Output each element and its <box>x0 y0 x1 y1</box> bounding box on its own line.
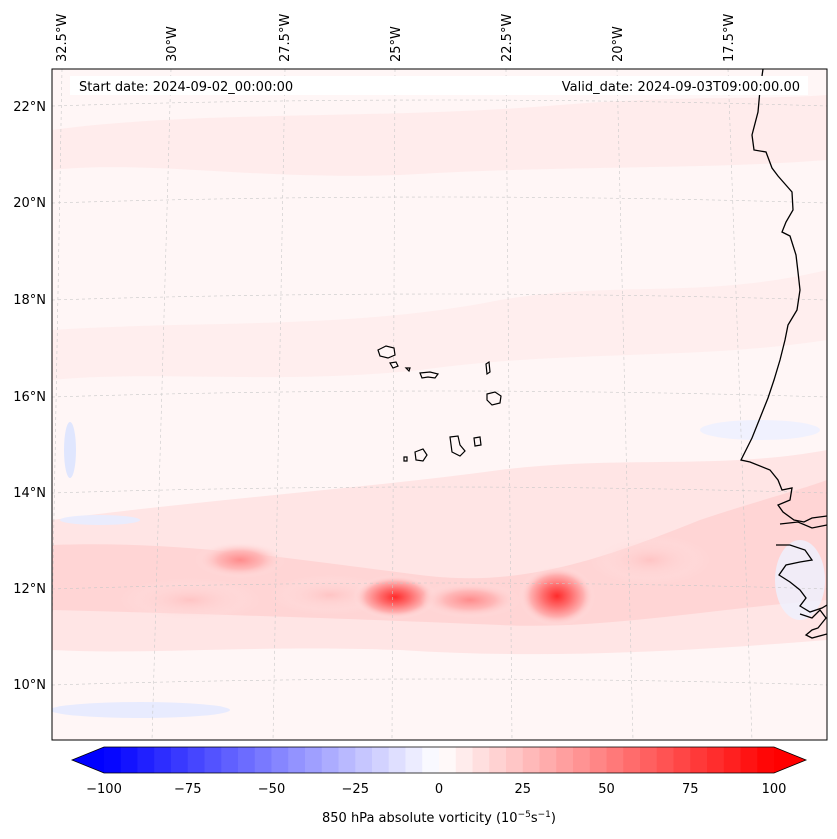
colorbar-cell <box>472 747 490 773</box>
colorbar-cell <box>589 747 608 773</box>
colorbar-ticks: −100 −75 −50 −25 0 25 50 75 100 <box>86 782 786 797</box>
start-date: Start date: 2024-09-02_00:00:00 <box>79 80 293 95</box>
colorbar-cell <box>522 747 541 773</box>
colorbar-cell <box>305 747 323 773</box>
lon-label: 25°W <box>389 26 404 62</box>
colorbar-label: 850 hPa absolute vorticity (10−5s−1) <box>322 810 556 826</box>
colorbar-cells <box>104 747 775 773</box>
colorbar-cell <box>539 747 557 773</box>
colorbar-tick-label: 75 <box>682 782 699 797</box>
colorbar-cell <box>489 747 507 773</box>
colorbar-tick-label: −50 <box>258 782 285 797</box>
colorbar-cell <box>321 747 340 773</box>
colorbar-cell <box>187 747 206 773</box>
colorbar-cell <box>656 747 675 773</box>
colorbar-cell <box>606 747 624 773</box>
lat-label: 18°N <box>13 293 46 308</box>
lat-label: 16°N <box>13 390 46 405</box>
colorbar-max-extend <box>774 747 806 773</box>
lon-label: 27.5°W <box>278 14 293 62</box>
colorbar-cell <box>355 747 373 773</box>
colorbar-cell <box>388 747 407 773</box>
colorbar-min-extend <box>72 747 104 773</box>
colorbar-tick-label: −75 <box>174 782 201 797</box>
gridlines <box>52 69 827 740</box>
colorbar-cell <box>405 747 423 773</box>
colorbar-cell <box>271 747 289 773</box>
lat-label: 20°N <box>13 196 46 211</box>
colorbar-cell <box>740 747 758 773</box>
lat-label: 22°N <box>13 100 46 115</box>
colorbar-cell <box>707 747 725 773</box>
colorbar-cell <box>137 747 155 773</box>
colorbar-cell <box>238 747 256 773</box>
lat-label: 12°N <box>13 582 46 597</box>
colorbar-cell <box>640 747 658 773</box>
colorbar-cell <box>254 747 273 773</box>
colorbar-tick-label: 0 <box>435 782 443 797</box>
lat-label: 10°N <box>13 678 46 693</box>
lat-label: 14°N <box>13 486 46 501</box>
colorbar-tick-label: 100 <box>762 782 787 797</box>
colorbar-cell <box>104 747 122 773</box>
colorbar-cell <box>757 747 775 773</box>
colorbar-cell <box>372 747 390 773</box>
colorbar-cell <box>171 747 189 773</box>
lon-label: 17.5°W <box>722 14 737 62</box>
colorbar-cell <box>690 747 708 773</box>
colorbar-cell <box>288 747 306 773</box>
colorbar-tick-label: 25 <box>514 782 531 797</box>
colorbar-cell <box>154 747 172 773</box>
colorbar-tick-label: 50 <box>598 782 615 797</box>
colorbar: −100 −75 −50 −25 0 25 50 75 100 850 hPa … <box>70 746 808 826</box>
map-frame <box>51 68 828 741</box>
colorbar-cell <box>338 747 356 773</box>
lon-label: 22.5°W <box>500 14 515 62</box>
colorbar-cell <box>623 747 641 773</box>
colorbar-cell <box>556 747 574 773</box>
colorbar-cell <box>573 747 591 773</box>
vorticity-field <box>52 69 827 740</box>
lon-label: 30°W <box>165 26 180 62</box>
colorbar-tick-label: −100 <box>86 782 122 797</box>
colorbar-cell <box>673 747 691 773</box>
valid-date: Valid_date: 2024-09-03T09:00:00.00 <box>562 80 800 95</box>
info-banner <box>70 76 808 95</box>
coastline <box>740 69 827 639</box>
colorbar-cell <box>506 747 524 773</box>
colorbar-cell <box>221 747 239 773</box>
latitude-labels: 22°N 20°N 18°N 16°N 14°N 12°N 10°N <box>13 100 46 693</box>
colorbar-tick-label: −25 <box>342 782 369 797</box>
colorbar-cell <box>422 747 440 773</box>
colorbar-cell <box>204 747 222 773</box>
colorbar-cell <box>455 747 474 773</box>
colorbar-outline <box>70 746 808 774</box>
colorbar-cell <box>120 747 139 773</box>
lon-label: 20°W <box>611 26 626 62</box>
lon-label: 32.5°W <box>55 14 70 62</box>
cape-verde-islands <box>377 345 502 462</box>
colorbar-cell <box>723 747 742 773</box>
colorbar-cell <box>439 747 457 773</box>
longitude-labels: 32.5°W 30°W 27.5°W 25°W 22.5°W 20°W 17.5… <box>55 14 737 62</box>
